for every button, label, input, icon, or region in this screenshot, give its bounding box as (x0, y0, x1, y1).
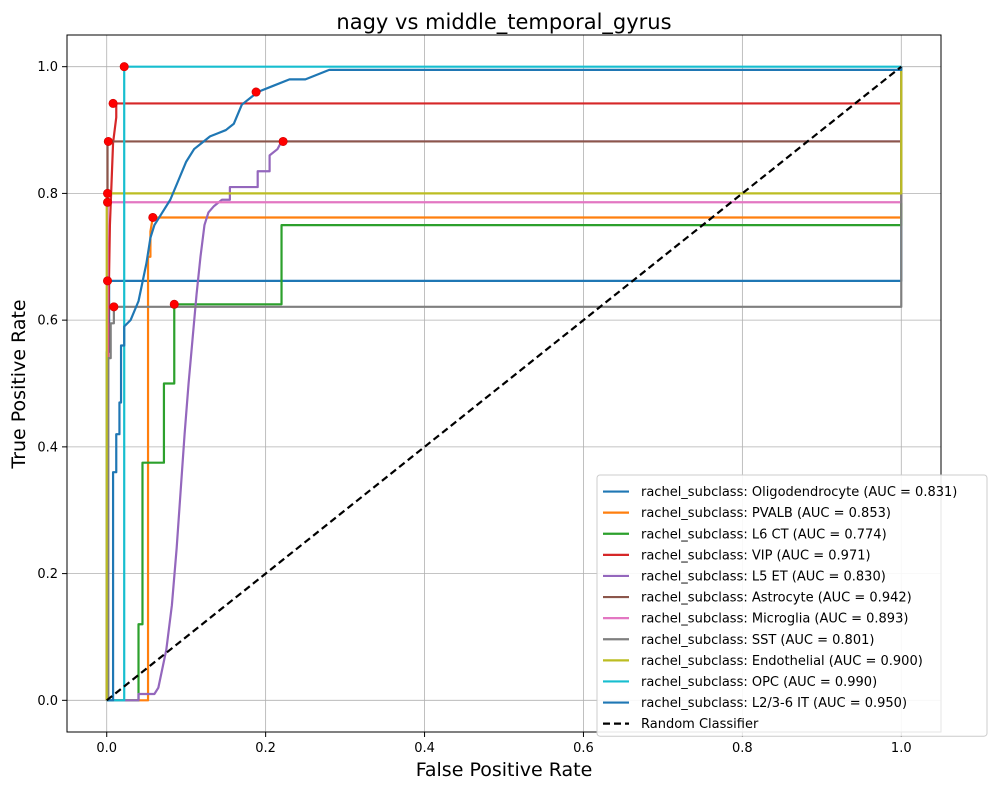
chart-title: nagy vs middle_temporal_gyrus (336, 10, 671, 35)
optimal-point-marker (103, 197, 113, 207)
x-tick-label: 0.4 (414, 741, 435, 756)
optimal-point-marker (169, 299, 179, 309)
optimal-point-marker (103, 188, 113, 198)
x-tick-label: 0.2 (255, 741, 276, 756)
legend-label: rachel_subclass: L6 CT (AUC = 0.774) (641, 527, 887, 542)
legend-label: rachel_subclass: OPC (AUC = 0.990) (641, 675, 877, 690)
x-axis-title: False Positive Rate (416, 759, 593, 781)
optimal-point-marker (278, 136, 288, 146)
legend-label: rachel_subclass: Microglia (AUC = 0.893) (641, 612, 908, 627)
x-tick-label: 0.0 (96, 741, 117, 756)
y-tick-label: 0.6 (37, 314, 58, 329)
optimal-point-marker (108, 98, 118, 108)
x-tick-label: 0.6 (573, 741, 594, 756)
legend-label: rachel_subclass: L5 ET (AUC = 0.830) (641, 569, 886, 584)
plot-area: 0.0 0.2 0.4 0.6 0.8 1.0 0.0 0.2 0.4 0.6 0.8 1.0 (37, 34, 942, 756)
y-tick-label: 0.0 (37, 694, 58, 709)
legend-box (596, 474, 988, 737)
legend-label: rachel_subclass: PVALB (AUC = 0.853) (641, 506, 891, 521)
roc-curve-1 (106, 66, 903, 702)
x-tick-label: 1.0 (891, 741, 912, 756)
legend: rachel_subclass: Oligodendrocyte (AUC = … (596, 474, 988, 737)
y-tick-label: 0.8 (37, 187, 58, 202)
legend-label: rachel_subclass: Endothelial (AUC = 0.90… (641, 654, 923, 669)
roc-curve-10 (106, 66, 903, 702)
roc-curve-2 (106, 66, 903, 702)
optimal-point-marker (251, 87, 261, 97)
legend-label: rachel_subclass: Oligodendrocyte (AUC = … (641, 485, 957, 500)
legend-label: Random Classifier (641, 717, 759, 732)
optimal-point-marker (119, 62, 129, 72)
x-tick-label: 0.8 (732, 741, 753, 756)
optimal-point-marker (103, 276, 113, 286)
legend-label: rachel_subclass: VIP (AUC = 0.971) (641, 548, 871, 563)
roc-curve-9 (106, 65, 902, 702)
legend-label: rachel_subclass: Astrocyte (AUC = 0.942) (641, 591, 912, 606)
y-tick-label: 1.0 (37, 60, 58, 75)
random-classifier-line (106, 65, 902, 702)
roc-curve-4 (106, 66, 903, 702)
y-tick-label: 0.4 (37, 440, 58, 455)
legend-label: rachel_subclass: SST (AUC = 0.801) (641, 633, 874, 648)
plot-frame (66, 34, 942, 733)
optimal-point-marker (109, 302, 119, 312)
y-axis-title: True Positive Rate (8, 299, 30, 469)
legend-label: rachel_subclass: L2/3-6 IT (AUC = 0.950) (641, 696, 907, 711)
roc-curve-7 (106, 66, 903, 702)
optimal-point-marker (148, 212, 158, 222)
y-tick-label: 0.2 (37, 567, 58, 582)
optimal-point-marker (103, 136, 113, 146)
